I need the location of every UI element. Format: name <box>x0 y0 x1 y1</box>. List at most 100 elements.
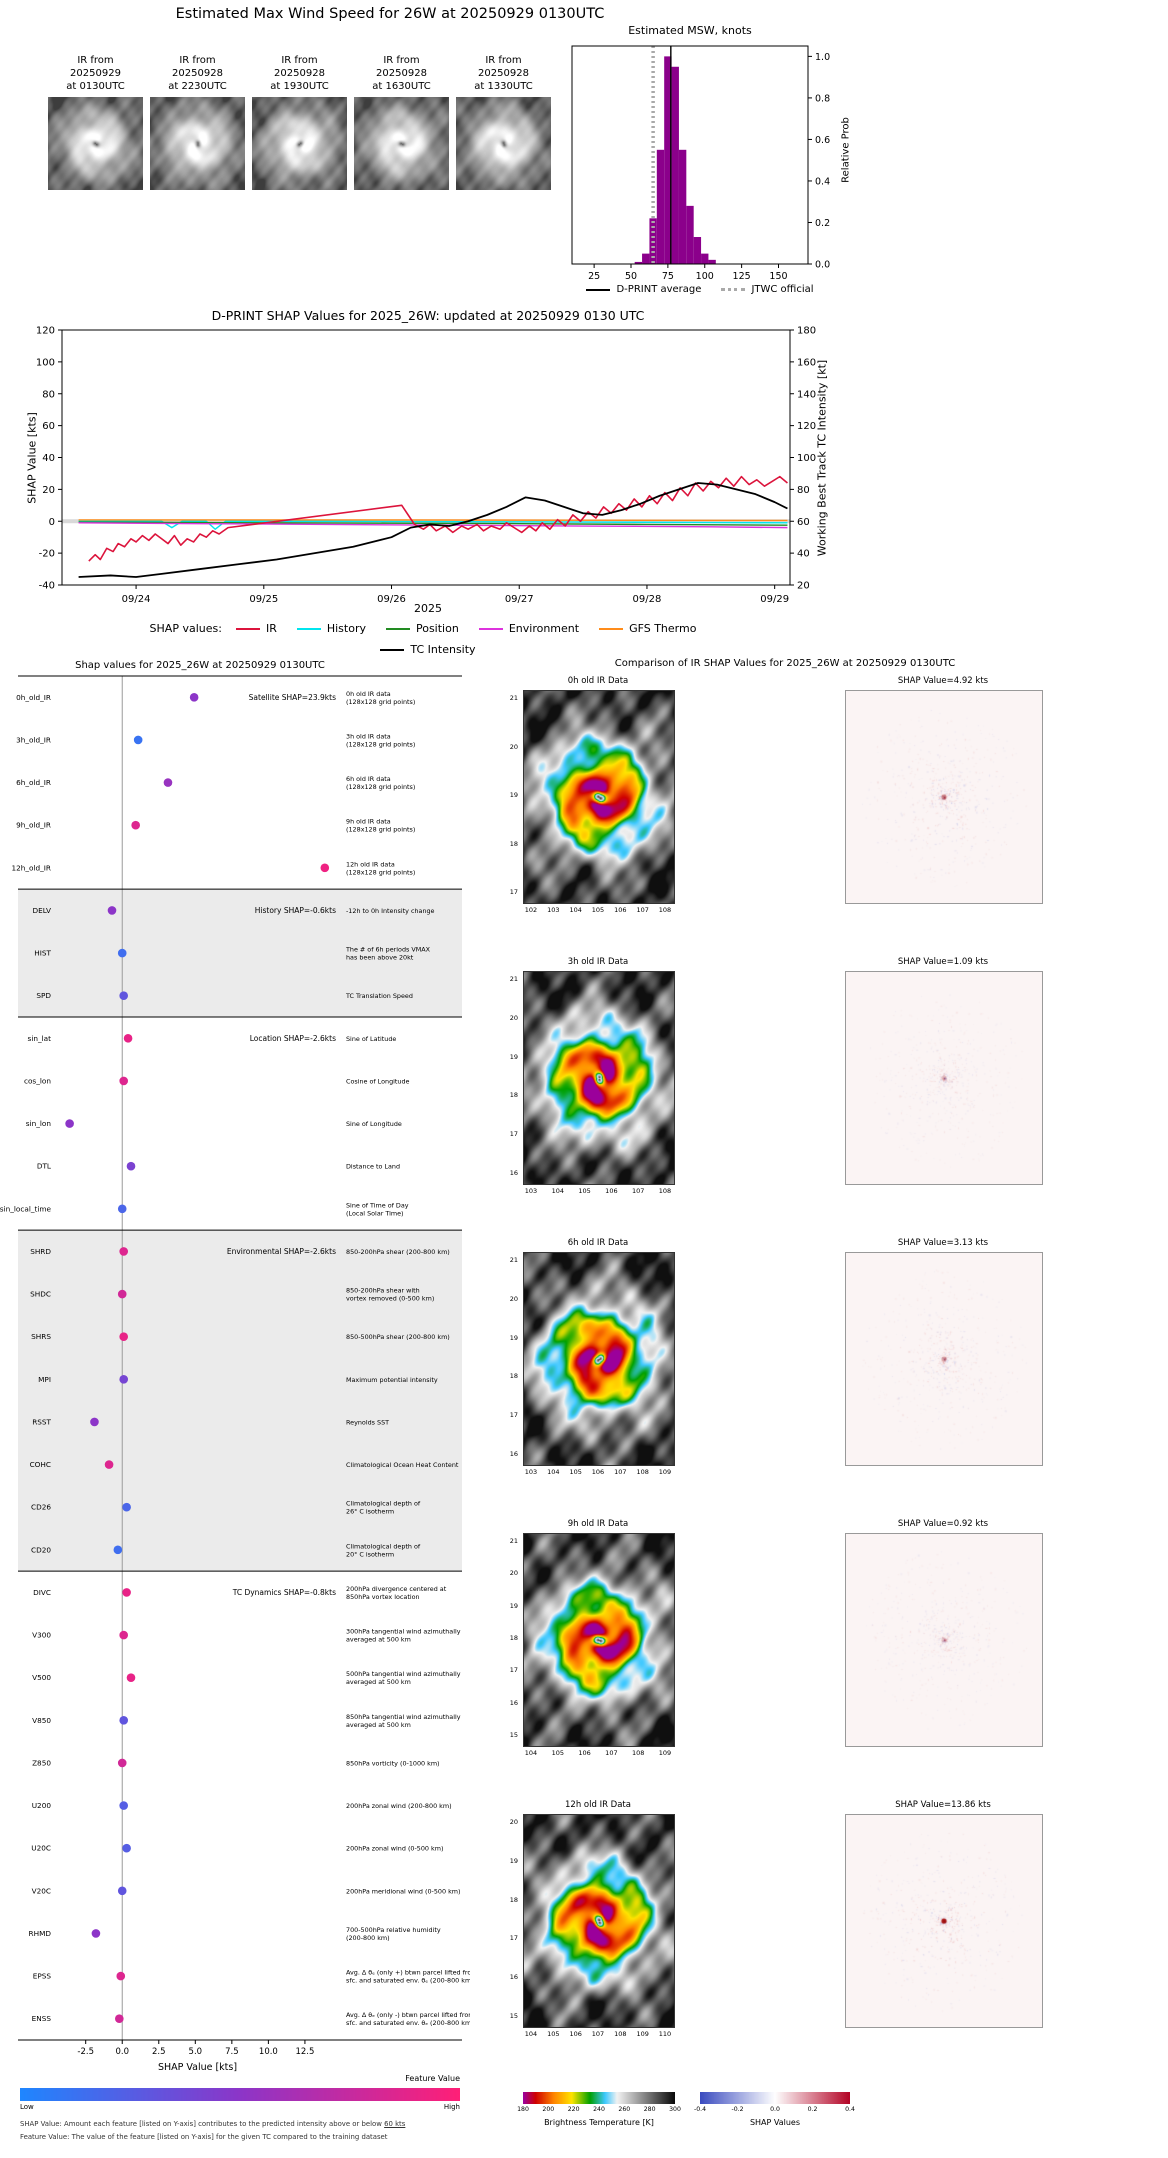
feature-description: -12h to 0h Intensity change <box>346 907 435 915</box>
shap-dot <box>117 1758 127 1768</box>
feature-description: Climatological depth of 20° C isotherm <box>346 1542 421 1558</box>
timeseries-ylabel-right: Working Best Track TC Intensity [kt] <box>815 359 829 557</box>
feature-name-label: DIVC <box>33 1588 51 1597</box>
timeseries-ytick-left: 100 <box>36 357 55 368</box>
lat-tick-label: 15 <box>509 2012 518 2020</box>
histogram-xtick: 50 <box>625 271 637 282</box>
timeseries-ytick-right: 20 <box>797 581 810 592</box>
feature-description: 3h old IR data (128x128 grid points) <box>346 732 415 748</box>
feature-description: 850hPa tangential wind azimuthally averag… <box>346 1713 461 1729</box>
shap-dot <box>113 1545 123 1555</box>
bt-colorbar-tick: 200 <box>542 2106 555 2113</box>
shap-dot <box>117 1289 127 1299</box>
ir-thumbnail-column: IR from 20250928 at 1930UTC <box>252 54 347 194</box>
feature-name-label: V20C <box>32 1886 51 1895</box>
timeseries-title: D-PRINT SHAP Values for 2025_26W: update… <box>211 308 645 323</box>
dotplot-xtick: 10.0 <box>259 2047 278 2057</box>
feature-description: 700-500hPa relative humidity (200-800 km) <box>346 1926 441 1942</box>
lon-tick-label: 106 <box>578 1749 591 1757</box>
legend-item-dprint-average: D-PRINT average <box>586 284 701 295</box>
histogram-ytick: 0.8 <box>815 93 830 104</box>
feature-description: 200hPa meridional wind (0-500 km) <box>346 1887 461 1895</box>
dotplot-xtick: 2.5 <box>152 2047 166 2057</box>
feature-description: 300hPa tangential wind azimuthally averag… <box>346 1628 461 1644</box>
figure-title: Estimated Max Wind Speed for 26W at 2025… <box>175 6 605 22</box>
feature-description: Maximum potential intensity <box>346 1376 438 1384</box>
lon-tick-label: 110 <box>658 2030 672 2038</box>
timeseries-ytick-left: 60 <box>42 421 55 432</box>
shap-dot <box>123 1034 133 1043</box>
shap-dot <box>119 1375 128 1384</box>
feature-description: 850-200hPa shear with vortex removed (0-5… <box>346 1287 434 1303</box>
dotplot-footnote-1: SHAP Value: Amount each feature [listed … <box>20 2120 480 2128</box>
feature-description: 9h old IR data (128x128 grid points) <box>346 818 415 834</box>
feature-name-label: Z850 <box>32 1758 51 1767</box>
legend-item-history: History <box>296 622 366 635</box>
ir-thumbnail-label: IR from 20250928 at 1630UTC <box>354 54 449 93</box>
ir-thumbnail-image <box>150 97 245 190</box>
ir-thumbnail-label: IR from 20250928 at 2230UTC <box>150 54 245 93</box>
feature-name-label: DTL <box>37 1162 52 1171</box>
lat-tick-label: 18 <box>509 1634 518 1642</box>
lon-tick-label: 107 <box>614 1468 627 1476</box>
feature-name-label: COHC <box>30 1460 51 1469</box>
ir-thumbnail-label-line: 20250928 <box>376 68 427 79</box>
ir-thumbnail-label-line: at 1630UTC <box>372 81 431 92</box>
dotplot-xtick: 7.5 <box>225 2047 239 2057</box>
feature-description: Distance to Land <box>346 1163 400 1171</box>
feature-name-label: EPSS <box>33 1972 52 1981</box>
bt-colorbar-tick: 220 <box>567 2106 580 2113</box>
feature-name-label: HIST <box>34 949 51 958</box>
feature-description: Reynolds SST <box>346 1418 389 1426</box>
group-shap-total-label: Satellite SHAP=23.9kts <box>249 693 336 702</box>
timeseries-xtick: 09/27 <box>505 594 534 605</box>
lat-tick-label: 21 <box>509 1537 518 1545</box>
shap-dot <box>320 863 330 873</box>
histogram-frame <box>571 45 809 265</box>
timeseries-xtick: 09/28 <box>633 594 662 605</box>
timeseries-ytick-right: 140 <box>797 389 816 400</box>
ir-thumbnail-label: IR from 20250928 at 1330UTC <box>456 54 551 93</box>
dotplot-xtick: 5.0 <box>189 2047 203 2057</box>
timeseries-ytick-right: 100 <box>797 453 816 464</box>
feature-description: 850-500hPa shear (200-800 km) <box>346 1333 450 1341</box>
lon-tick-label: 105 <box>578 1187 591 1195</box>
timeseries-ytick-left: -20 <box>39 549 55 560</box>
feature-description: 500hPa tangential wind azimuthally averag… <box>346 1670 461 1686</box>
lon-tick-label: 105 <box>569 1468 582 1476</box>
ir-panel-title: 0h old IR Data <box>567 676 629 686</box>
histogram-ytick: 0.2 <box>815 218 830 229</box>
histogram-ylabel: Relative Prob <box>840 117 852 183</box>
feature-name-label: U20C <box>31 1844 51 1853</box>
histogram-xtick: 100 <box>696 271 714 282</box>
feature-description: TC Translation Speed <box>345 992 413 1000</box>
histogram-bar <box>664 56 672 264</box>
ir-panel-title: 9h old IR Data <box>567 1519 629 1529</box>
timeseries-legend-row2: TC Intensity <box>20 643 836 656</box>
histogram-xtick: 150 <box>769 271 787 282</box>
shap-dot <box>122 1588 131 1597</box>
histogram-legend: D-PRINT average JTWC official <box>540 284 860 295</box>
feature-name-label: 3h_old_IR <box>16 735 51 744</box>
ir-thumbnail-label-line: at 2230UTC <box>168 81 227 92</box>
feature-value-low-label: Low <box>20 2103 34 2111</box>
dotplot-plot: 0h_old_IR 0h old IR data (128x128 grid poi… <box>0 675 470 2057</box>
lat-tick-label: 17 <box>509 1130 518 1139</box>
feature-description: Climatological Ocean Heat Content <box>346 1461 459 1469</box>
timeseries-xtick: 09/24 <box>122 594 151 605</box>
shap-dot <box>117 1204 127 1214</box>
lat-tick-label: 17 <box>509 1411 518 1420</box>
shap-dot <box>116 1971 126 1981</box>
feature-description: Sine of Time of Day (Local Solar Time) <box>346 1201 409 1217</box>
feature-description: Climatological depth of 26° C isotherm <box>346 1500 421 1516</box>
environment-series-swatch <box>478 627 503 630</box>
ir-series-label: IR <box>265 622 277 635</box>
shap-panel-image <box>845 690 1043 904</box>
shap-dot <box>163 778 173 787</box>
histogram-ytick: 1.0 <box>815 52 830 63</box>
shap-dot <box>119 1247 128 1256</box>
feature-description: 200hPa divergence centered at 850hPa vort… <box>346 1585 447 1601</box>
ir-panel-title: 3h old IR Data <box>567 957 629 967</box>
group-shap-total-label: Location SHAP=-2.6kts <box>250 1034 336 1043</box>
feature-name-label: DELV <box>33 906 51 915</box>
